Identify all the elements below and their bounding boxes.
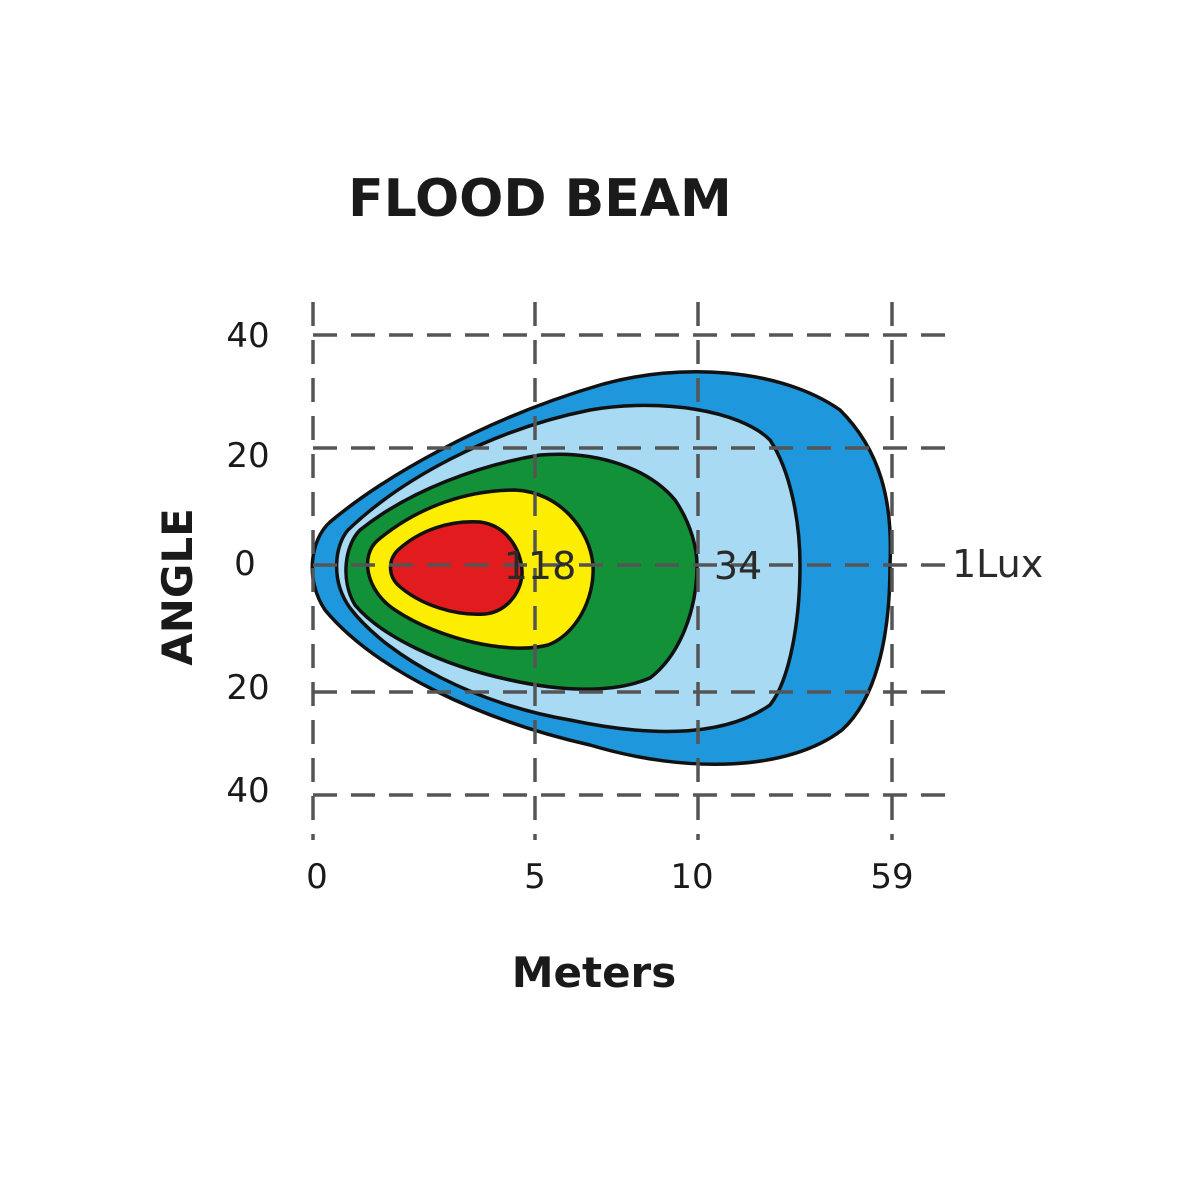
y-tick-label: 20 [226, 668, 269, 708]
x-tick-label: 59 [870, 857, 913, 897]
x-tick-label: 10 [670, 857, 713, 897]
lux-label-34: 34 [714, 544, 762, 588]
y-axis-label: ANGLE [153, 508, 202, 666]
lux-label-1lux: 1Lux [952, 542, 1043, 586]
y-ticks: 40 20 0 20 40 [226, 316, 269, 811]
grid [311, 302, 945, 840]
y-tick-label: 20 [226, 436, 269, 476]
chart-title: FLOOD BEAM [348, 169, 732, 229]
x-ticks: 0 5 10 59 [306, 857, 913, 897]
x-tick-label: 0 [306, 857, 328, 897]
y-tick-label: 0 [234, 544, 256, 584]
y-tick-label: 40 [226, 316, 269, 356]
zone-red [388, 520, 524, 616]
beam-zones [310, 370, 893, 767]
lux-label-118: 118 [504, 544, 577, 588]
x-axis-label: Meters [512, 948, 677, 997]
x-tick-label: 5 [524, 857, 546, 897]
y-tick-label: 40 [226, 771, 269, 811]
